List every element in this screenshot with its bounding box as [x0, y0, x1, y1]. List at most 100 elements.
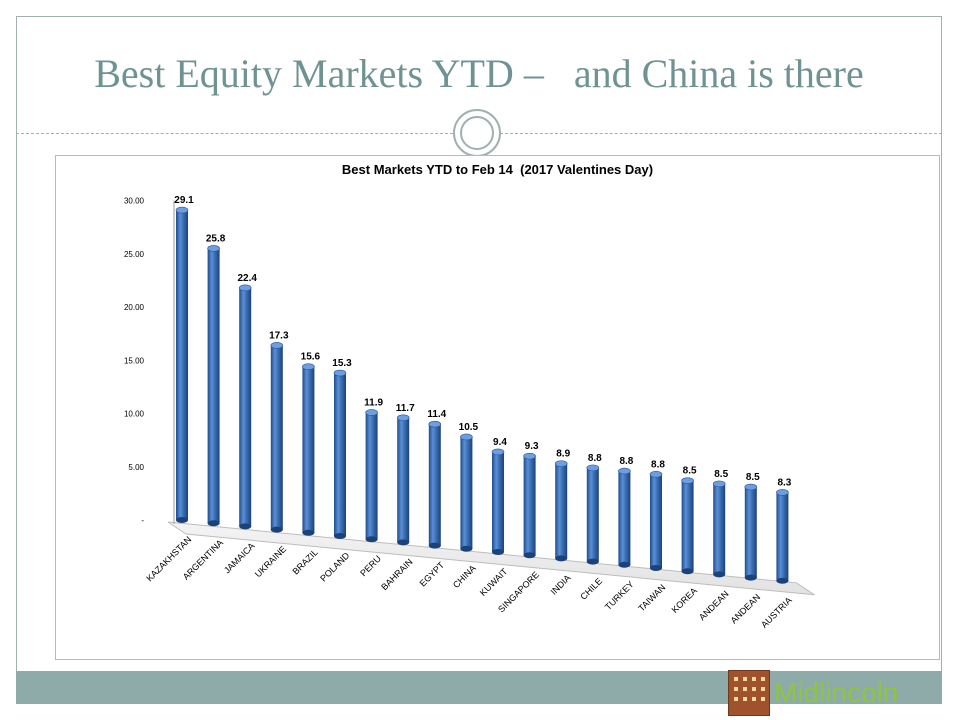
- bar: [713, 483, 726, 575]
- bar-base: [618, 561, 631, 568]
- bar: [428, 424, 441, 546]
- bar-top: [744, 483, 758, 491]
- bar-base: [460, 545, 473, 552]
- bar: [744, 487, 757, 578]
- bar-base: [207, 520, 220, 527]
- bar-top: [712, 480, 726, 488]
- data-label: 8.5: [714, 469, 728, 480]
- bar-top: [207, 245, 220, 252]
- x-tick-label: EGYPT: [418, 560, 447, 589]
- y-tick-label: -: [141, 516, 144, 525]
- data-label: 11.9: [364, 397, 383, 408]
- bar-top: [302, 363, 315, 370]
- bar-base: [270, 526, 283, 533]
- bar: [650, 474, 662, 568]
- data-label: 8.9: [556, 449, 570, 460]
- bar: [523, 456, 536, 556]
- data-label: 8.5: [746, 472, 760, 483]
- data-label: 15.6: [301, 352, 321, 363]
- bar-top: [238, 284, 252, 292]
- bar: [776, 492, 789, 581]
- bar-top: [333, 369, 347, 377]
- x-tick-label: CHINA: [451, 563, 478, 590]
- bar-base: [365, 536, 378, 543]
- x-tick-label: AUSTRIA: [759, 595, 794, 630]
- bar-top: [396, 414, 410, 422]
- bar-base: [586, 558, 599, 565]
- data-label: 10.5: [459, 422, 479, 433]
- divider-ring-icon: [453, 109, 501, 157]
- bar-top: [365, 409, 378, 416]
- x-tick-label: BRAZIL: [290, 547, 319, 576]
- bar-top: [618, 467, 631, 475]
- data-label: 8.8: [588, 453, 602, 464]
- bar-base: [428, 542, 441, 549]
- data-label: 8.5: [683, 466, 697, 477]
- y-tick-label: 5.00: [128, 463, 144, 472]
- bar-top: [428, 420, 442, 428]
- bar-base: [681, 568, 694, 575]
- x-tick-label: INDIA: [549, 573, 573, 597]
- bar-top: [649, 470, 663, 478]
- y-tick-label: 30.00: [124, 197, 145, 206]
- x-tick-label: JAMAICA: [222, 541, 257, 576]
- bar-base: [650, 565, 662, 571]
- data-label: 15.3: [332, 358, 352, 369]
- logo-text: Midlincoln: [774, 677, 899, 708]
- bar: [492, 451, 504, 552]
- bar-top: [776, 489, 789, 496]
- chart-title: Best Markets YTD to Feb 14 (2017 Valenti…: [341, 162, 654, 177]
- bar-base: [523, 552, 536, 559]
- data-label: 8.8: [619, 456, 633, 467]
- footer-bar: [16, 671, 942, 704]
- bar-base: [555, 555, 568, 562]
- bar: [397, 417, 410, 543]
- bar-base: [713, 571, 726, 578]
- x-tick-label: ANDEAN: [697, 589, 731, 623]
- bar-top: [523, 452, 536, 460]
- data-label: 8.3: [777, 477, 791, 488]
- data-label: 25.8: [206, 233, 226, 244]
- bar-top: [270, 342, 284, 349]
- bar-top: [586, 464, 600, 472]
- x-tick-label: POLAND: [318, 550, 352, 584]
- data-label: 9.3: [525, 441, 539, 452]
- bar: [270, 345, 283, 530]
- y-tick-label: 15.00: [124, 356, 145, 365]
- data-label: 29.1: [174, 195, 194, 206]
- bar-base: [492, 549, 504, 555]
- bar: [302, 366, 315, 533]
- data-label: 17.3: [269, 330, 289, 341]
- bar: [681, 480, 694, 572]
- x-tick-label: TAIWAN: [636, 582, 667, 613]
- x-tick-label: BAHRAIN: [379, 557, 414, 592]
- x-tick-label: ANDEAN: [729, 592, 763, 626]
- bar: [618, 471, 631, 565]
- bar: [555, 463, 568, 559]
- bar-top: [175, 206, 189, 214]
- bar: [586, 467, 599, 562]
- y-tick-label: 10.00: [124, 410, 145, 419]
- building-icon: [728, 670, 770, 716]
- bar: [176, 210, 188, 520]
- y-tick-label: 20.00: [124, 303, 145, 312]
- bar-base: [239, 523, 252, 530]
- bar-top: [554, 460, 568, 467]
- bar-base: [176, 517, 188, 523]
- bar-top: [491, 448, 505, 456]
- x-tick-label: KOREA: [670, 586, 699, 615]
- x-tick-label: CHILE: [578, 576, 604, 602]
- bar-base: [334, 533, 346, 539]
- bar-base: [302, 529, 315, 536]
- bar: [239, 287, 252, 527]
- data-label: 22.4: [237, 273, 257, 284]
- bar-base: [776, 577, 789, 584]
- x-tick-label: TURKEY: [603, 579, 636, 612]
- chart-floor: [167, 521, 815, 596]
- bar: [334, 373, 346, 536]
- bar-top: [460, 433, 473, 441]
- data-label: 8.8: [651, 459, 665, 470]
- chart-area: Best Markets YTD to Feb 14 (2017 Valenti…: [55, 155, 940, 660]
- data-label: 11.7: [396, 403, 415, 414]
